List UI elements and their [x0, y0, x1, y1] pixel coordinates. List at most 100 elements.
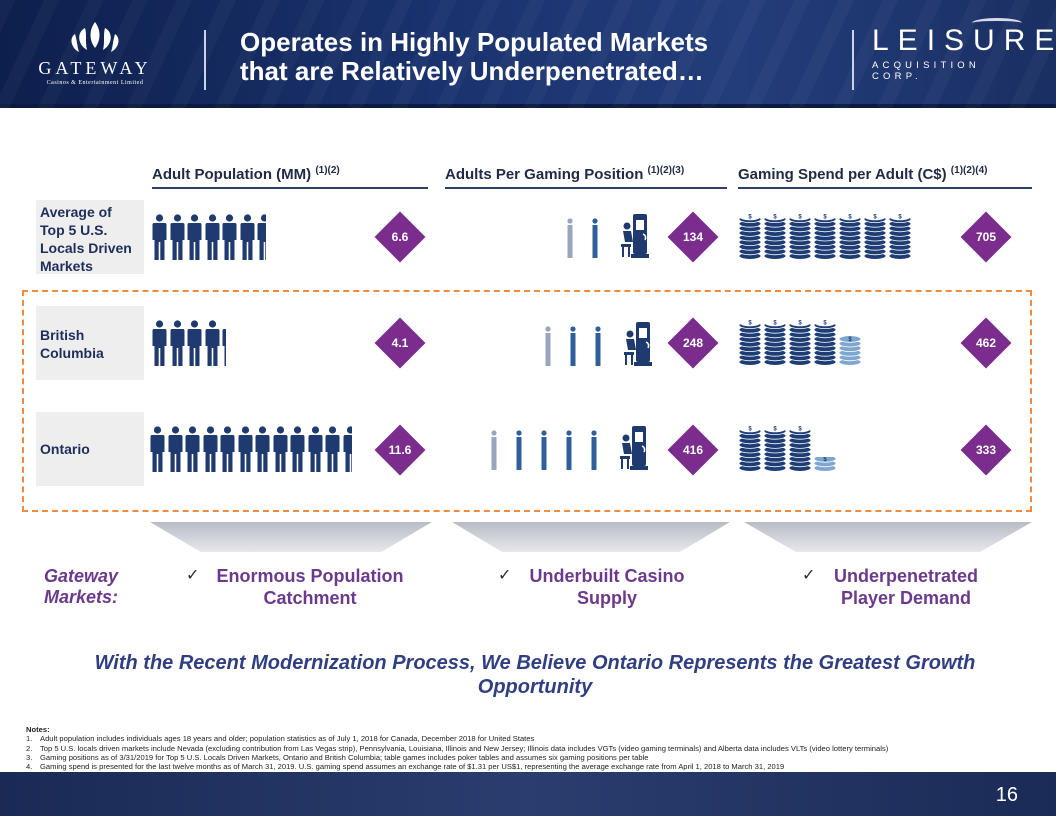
population-people-row — [152, 320, 229, 366]
page-title-line1: Operates in Highly Populated Markets — [240, 27, 709, 57]
svg-text:$: $ — [848, 215, 852, 221]
footnote-item: 4. Gaming spend is presented for the last… — [26, 762, 1026, 771]
svg-text:$: $ — [773, 321, 777, 327]
benefit-line2: Catchment — [263, 588, 357, 608]
footnote-number: 3. — [26, 752, 33, 762]
person-icon-partial — [343, 426, 352, 472]
svg-text:$: $ — [748, 215, 752, 221]
person-pillar-icon — [570, 326, 576, 366]
coin-stack-icon: $ — [888, 211, 912, 260]
svg-text:$: $ — [873, 215, 877, 221]
person-icon — [273, 426, 287, 472]
page-title: Operates in Highly Populated Markets tha… — [240, 28, 800, 86]
header-divider-left — [204, 30, 206, 90]
funnel-arrow-supply — [452, 522, 730, 552]
population-value-us: 6.6 — [391, 230, 409, 244]
slot-player-icon — [620, 426, 648, 470]
column-header-label: Adult Population (MM) — [152, 166, 312, 183]
person-pillar-icon — [566, 430, 572, 470]
spend-value-bc: 462 — [975, 336, 997, 350]
row-label-british-columbia: British Columbia — [36, 306, 144, 380]
gateway-fleur-icon — [71, 22, 119, 52]
person-icon — [222, 214, 237, 260]
gaming-spend-coin-row: $ $ $ $ $ — [738, 316, 863, 368]
gateway-markets-label: Gateway Markets: — [44, 566, 119, 607]
funnel-arrow-demand — [744, 522, 1032, 552]
coin-stack-icon: $ — [863, 211, 887, 260]
header-banner: GATEWAY Casinos & Entertainment Limited … — [0, 0, 1056, 108]
person-icon — [205, 320, 219, 366]
person-icon — [185, 426, 200, 472]
benefit-supply: Underbuilt Casino Supply — [512, 565, 702, 609]
person-pillar-icon — [591, 430, 597, 470]
gaming-position-row — [567, 212, 651, 258]
benefit-demand: Underpenetrated Player Demand — [816, 565, 996, 609]
coin-stack-icon: $ — [763, 317, 787, 366]
row-label-us-average: Average of Top 5 U.S. Locals Driven Mark… — [36, 200, 144, 274]
footnotes: Notes: 1. Adult population includes indiv… — [26, 725, 1026, 771]
funnel-arrow-population — [150, 522, 432, 552]
person-pillar-icon-partial — [545, 326, 551, 366]
footnote-number: 4. — [26, 762, 33, 772]
gateway-logo-name: GATEWAY — [38, 58, 152, 78]
svg-text:$: $ — [823, 215, 827, 221]
coin-stack-icon-partial: $ — [838, 336, 862, 366]
svg-text:$: $ — [798, 427, 802, 433]
population-people-row — [150, 426, 354, 472]
column-header-population: Adult Population (MM) (1)(2) — [152, 165, 428, 189]
benefit-line1: Underbuilt Casino — [529, 566, 685, 586]
footer-bar: 16 — [0, 772, 1056, 816]
benefit-line2: Supply — [576, 588, 637, 608]
svg-text:$: $ — [898, 215, 902, 221]
population-value-bc: 4.1 — [391, 336, 409, 350]
person-icon — [255, 426, 270, 472]
footnote-item: 3. Gaming positions as of 3/31/2019 for T… — [26, 753, 1026, 762]
person-icon-partial — [222, 323, 226, 366]
gaming-spend-coin-row: $ $ $ $ — [738, 422, 838, 474]
column-header-sup: (1)(2) — [315, 165, 340, 176]
footnote-text: Top 5 U.S. locals driven markets include… — [40, 743, 889, 753]
notes-title: Notes: — [26, 725, 50, 734]
svg-text:$: $ — [823, 321, 827, 327]
svg-text:$: $ — [848, 337, 852, 343]
page-number: 16 — [995, 784, 1018, 806]
column-header-sup: (1)(2)(3) — [647, 165, 685, 176]
person-icon — [150, 426, 165, 472]
person-icon-partial — [257, 214, 266, 260]
person-icon — [325, 426, 340, 472]
footnote-text: Adult population includes individuals ag… — [40, 734, 535, 744]
footnote-number: 2. — [26, 743, 33, 753]
gateway-logo-subtitle: Casinos & Entertainment Limited — [46, 80, 144, 86]
coin-stack-icon: $ — [738, 317, 762, 366]
footnote-text: Gaming spend is presented for the last t… — [40, 762, 785, 772]
footnote-text: Gaming positions as of 3/31/2019 for Top… — [40, 752, 649, 762]
person-icon — [203, 426, 217, 472]
svg-text:$: $ — [748, 427, 752, 433]
position-value-bc: 248 — [682, 336, 704, 350]
svg-text:$: $ — [748, 321, 752, 327]
footnote-item: 1. Adult population includes individuals … — [26, 734, 1026, 743]
gateway-logo: GATEWAY Casinos & Entertainment Limited — [36, 20, 154, 86]
header-divider-right — [852, 30, 854, 90]
person-icon — [187, 214, 202, 260]
person-icon — [187, 320, 202, 366]
benefit-population: Enormous Population Catchment — [200, 565, 420, 609]
coin-stack-icon: $ — [738, 423, 762, 472]
person-pillar-icon — [592, 218, 598, 258]
person-icon — [205, 214, 219, 260]
slot-player-icon — [621, 214, 649, 258]
person-icon — [240, 214, 254, 260]
benefit-line1: Enormous Population — [216, 566, 404, 586]
coin-stack-icon: $ — [738, 211, 762, 260]
coin-stack-icon: $ — [813, 211, 837, 260]
coin-stack-icon-partial: $ — [813, 457, 837, 472]
position-value-us: 134 — [682, 230, 704, 244]
benefit-line1: Underpenetrated — [833, 566, 979, 586]
leisure-logo-subtitle: ACQUISITION CORP. — [872, 60, 980, 82]
coin-stack-icon: $ — [788, 211, 812, 260]
column-header-label: Gaming Spend per Adult (C$) — [738, 166, 947, 183]
coin-stack-icon: $ — [838, 211, 862, 260]
gaming-spend-coin-row: $ $ $ $ $ $ $ — [738, 210, 913, 262]
coin-stack-icon: $ — [763, 211, 787, 260]
leisure-logo: LEISURE ACQUISITION CORP. — [872, 18, 1054, 82]
